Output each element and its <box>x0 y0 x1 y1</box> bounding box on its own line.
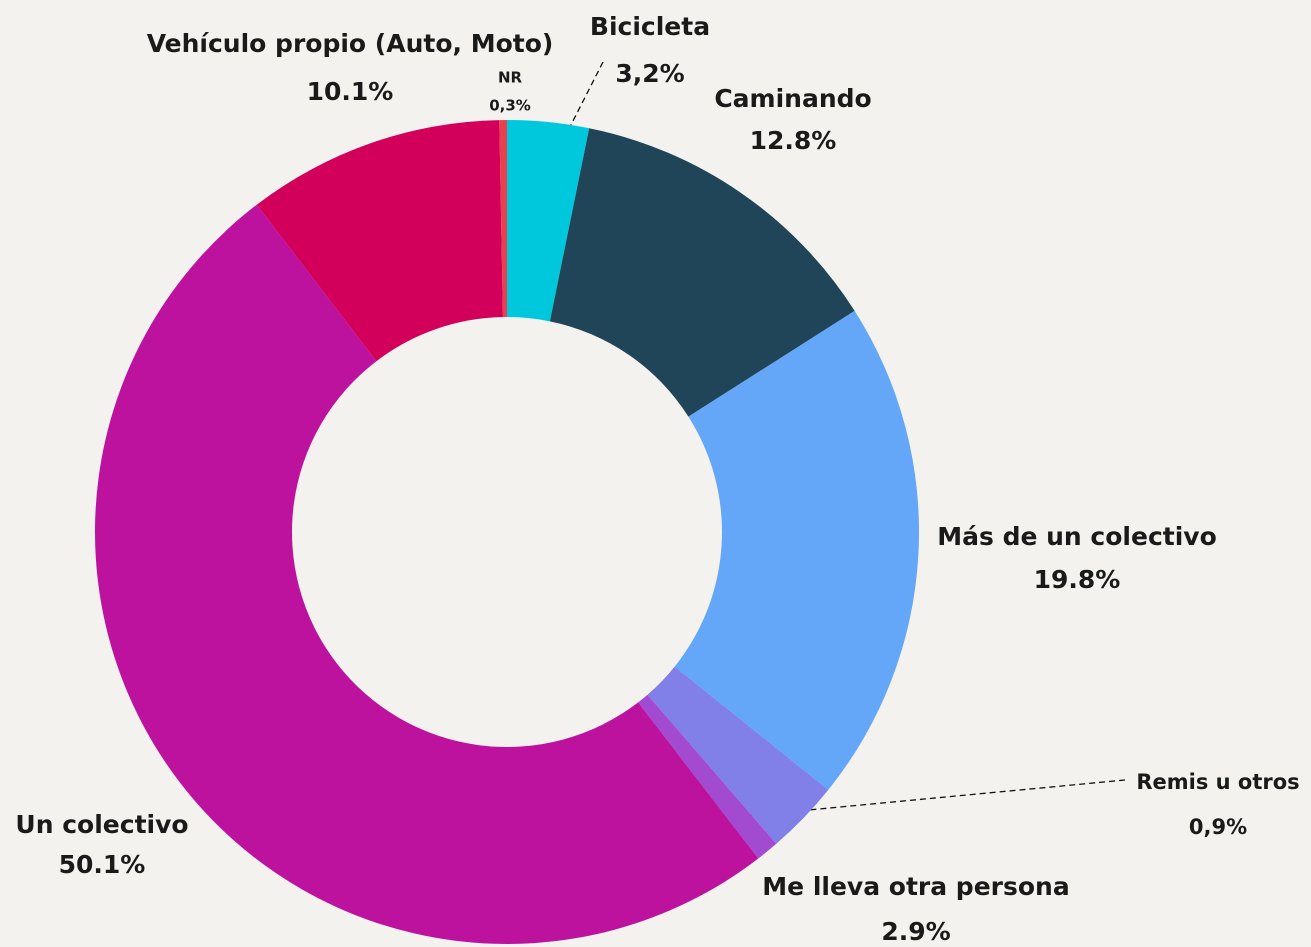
donut-segment <box>549 128 855 417</box>
value-label: 50.1% <box>59 850 146 879</box>
donut-segment <box>94 204 759 945</box>
category-label: Más de un colectivo <box>937 522 1217 551</box>
category-label: Vehículo propio (Auto, Moto) <box>147 29 554 58</box>
value-label: 2.9% <box>881 917 950 946</box>
category-label: Remis u otros <box>1136 770 1299 794</box>
value-label: 19.8% <box>1034 565 1121 594</box>
value-label: 0,3% <box>489 97 531 115</box>
category-label: Un colectivo <box>15 810 188 839</box>
value-label: 10.1% <box>307 77 394 106</box>
donut-segment <box>256 120 503 362</box>
value-label: 3,2% <box>615 59 684 88</box>
donut-segment <box>638 694 777 859</box>
value-label: 12.8% <box>750 126 837 155</box>
leader-line <box>744 779 1126 817</box>
donut-segment <box>507 120 590 322</box>
donut-segment <box>499 120 507 318</box>
category-label: NR <box>498 69 523 87</box>
donut-segment <box>647 666 829 844</box>
category-label: Me lleva otra persona <box>762 872 1069 901</box>
category-label: Bicicleta <box>590 12 710 41</box>
donut-segment <box>674 310 920 790</box>
value-label: 0,9% <box>1189 815 1247 839</box>
category-label: Caminando <box>714 84 871 113</box>
